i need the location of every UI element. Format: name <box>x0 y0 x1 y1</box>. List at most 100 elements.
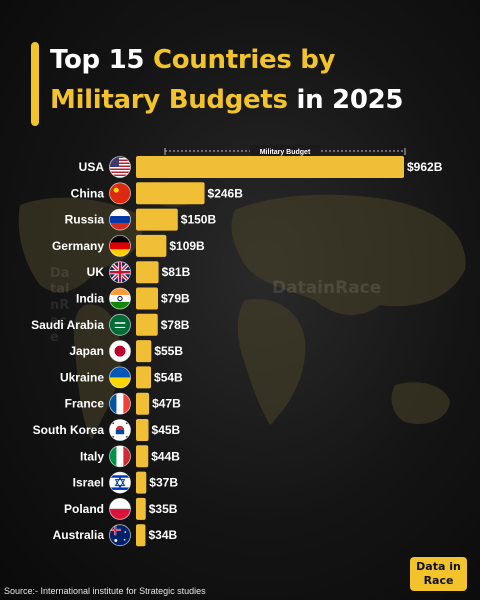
value-label: $246B <box>208 186 244 200</box>
japan-flag-icon <box>109 340 131 363</box>
category-label: South Korea <box>33 423 105 437</box>
bar-row-india: India $79B <box>76 287 190 310</box>
saudi-arabia-flag-shapes <box>109 314 131 336</box>
ukraine-flag-shapes <box>109 366 131 388</box>
category-label: Germany <box>52 239 104 253</box>
bar-row-australia: Australia $34B <box>53 524 177 547</box>
uk-flag-icon <box>109 261 131 284</box>
category-label: Japan <box>69 344 104 358</box>
category-label: India <box>76 292 104 306</box>
category-label: Russia <box>65 213 105 227</box>
value-label: $47B <box>152 397 181 411</box>
watermark-datainrace: DatainRace <box>272 278 382 298</box>
uk-flag-shapes <box>109 261 131 283</box>
italy-flag-shapes <box>109 445 131 467</box>
value-label: $109B <box>169 239 205 253</box>
value-label: $78B <box>161 318 190 332</box>
value-label: $55B <box>154 344 183 358</box>
bar-row-poland: Poland $35B <box>64 497 178 520</box>
bar-row-south-korea: South Korea $45B <box>33 419 181 441</box>
title-highlight-2: Military Budgets <box>50 85 288 115</box>
bar-row-china: China $246B <box>71 182 244 205</box>
legend-label: Military Budget <box>260 149 311 156</box>
russia-flag-shapes <box>109 209 131 231</box>
source-note: Source:- International institute for Str… <box>4 586 206 596</box>
bar-row-france: France $47B <box>65 392 181 415</box>
bar-row-ukraine: Ukraine $54B <box>60 366 183 389</box>
category-label: Ukraine <box>60 370 104 384</box>
germany-flag-icon <box>109 234 131 257</box>
bar <box>136 313 158 336</box>
value-label: $34B <box>148 528 177 542</box>
bar <box>136 524 146 547</box>
category-label: France <box>65 397 105 411</box>
italy-flag-icon <box>109 445 131 468</box>
brand-line-1: Data in <box>416 560 461 573</box>
japan-flag-shapes <box>109 340 131 362</box>
bar <box>136 497 146 520</box>
category-label: Saudi Arabia <box>31 318 104 332</box>
watermark-left: DatainRace <box>50 266 70 345</box>
israel-flag-shapes <box>109 472 131 494</box>
bar <box>136 471 147 494</box>
bar <box>136 182 205 205</box>
france-flag-shapes <box>109 393 131 415</box>
category-label: China <box>71 186 105 200</box>
value-label: $81B <box>162 265 191 279</box>
value-label: $54B <box>154 370 183 384</box>
legend-bracket: Military Budget <box>164 145 406 156</box>
bar-row-uk: UK $81B <box>87 261 191 284</box>
category-label: Italy <box>80 449 104 463</box>
title-accent-bar <box>31 42 39 126</box>
bar <box>136 445 149 468</box>
value-label: $962B <box>407 160 443 174</box>
bar-row-saudi-arabia: Saudi Arabia $78B <box>31 313 190 336</box>
brand-logo: Data in Race <box>410 557 467 591</box>
title-highlight-1: Countries by <box>152 45 336 75</box>
poland-flag-shapes <box>109 498 131 520</box>
bar <box>136 234 167 257</box>
bar-row-russia: Russia $150B <box>65 208 217 231</box>
value-label: $150B <box>181 213 217 227</box>
bar-row-japan: Japan $55B <box>69 340 183 363</box>
india-flag-icon <box>109 287 131 310</box>
australia-flag-icon <box>109 524 131 547</box>
india-flag-shapes <box>109 288 131 309</box>
brand-line-2: Race <box>423 574 454 587</box>
france-flag-icon <box>109 392 131 415</box>
germany-flag-shapes <box>109 235 131 257</box>
bar-row-usa: USA $962B <box>79 156 443 178</box>
bar-row-italy: Italy $44B <box>80 445 180 468</box>
australia-flag-shapes <box>109 524 131 546</box>
value-label: $37B <box>149 476 178 490</box>
bar-row-germany: Germany $109B <box>52 234 205 257</box>
category-label: USA <box>79 160 105 174</box>
category-label: Australia <box>53 528 105 542</box>
title-part-2: in 2025 <box>287 85 404 115</box>
russia-flag-icon <box>109 208 131 231</box>
bar <box>136 261 159 284</box>
usa-flag-icon <box>109 156 131 178</box>
bar <box>136 419 149 441</box>
china-flag-shapes <box>109 182 131 204</box>
bar-row-israel: Israel $37B <box>73 471 178 494</box>
value-label: $35B <box>149 502 178 516</box>
saudi-arabia-flag-icon <box>109 313 131 336</box>
bar <box>136 156 404 178</box>
israel-flag-icon <box>109 471 131 494</box>
chart-title: Top 15 Countries by Military Budgets in … <box>50 40 404 120</box>
south-korea-flag-icon <box>109 419 131 441</box>
ukraine-flag-icon <box>109 366 131 389</box>
category-label: UK <box>87 265 105 279</box>
legend-label-bg <box>250 145 320 156</box>
usa-flag-shapes <box>109 156 131 178</box>
value-label: $44B <box>151 449 180 463</box>
bar <box>136 287 159 310</box>
china-flag-icon <box>109 182 131 205</box>
bar <box>136 392 150 415</box>
bar <box>136 340 152 363</box>
title-part-1: Top 15 <box>50 45 153 75</box>
poland-flag-icon <box>109 497 131 520</box>
